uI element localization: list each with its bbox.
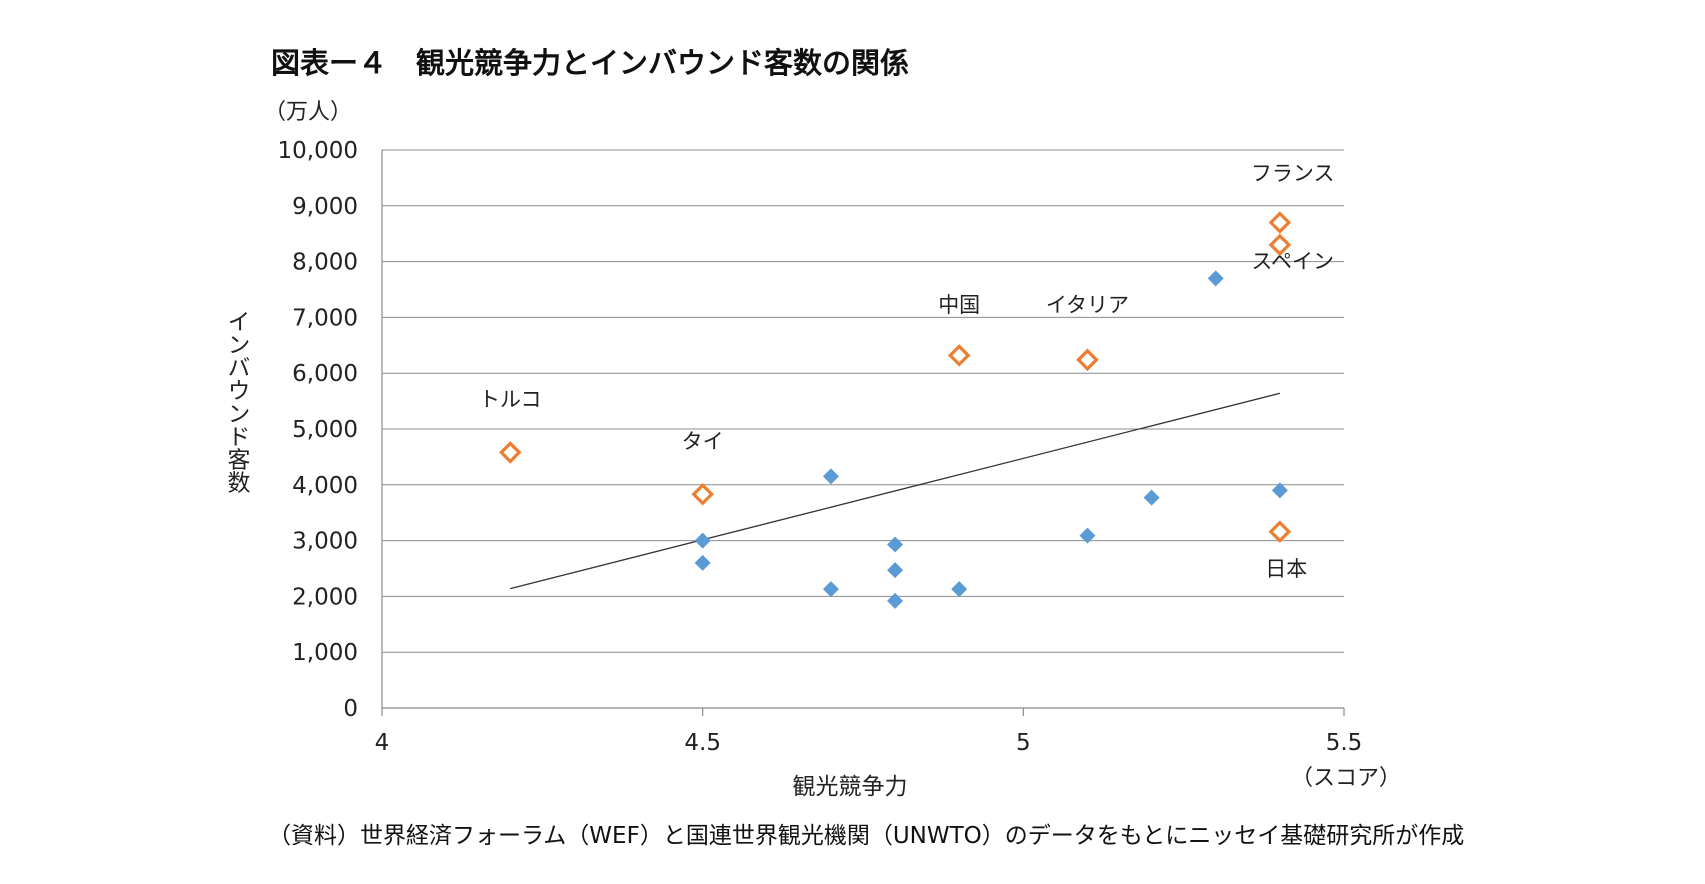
x-tick-label: 4.5 [684,730,721,756]
data-point [887,562,904,579]
country-label: 日本 [1265,557,1307,581]
highlighted-data-point [499,441,522,464]
y-tick-label: 0 [343,696,358,722]
y-tick-label: 7,000 [292,305,358,331]
country-label: 中国 [938,293,980,317]
data-point [1207,270,1224,287]
chart-title: 図表ー４ 観光競争力とインバウンド客数の関係 [271,46,909,80]
y-tick-label: 2,000 [292,584,358,610]
y-tick-label: 10,000 [278,138,358,164]
source-note: （資料）世界経済フォーラム（WEF）と国連世界観光機関（UNWTO）のデータをも… [268,823,1464,849]
data-point [1143,489,1160,506]
highlighted-data-point [1268,211,1292,234]
y-tick-label: 6,000 [292,361,358,387]
y-tick-label: 4,000 [292,473,358,499]
highlighted-data-point [1268,233,1292,257]
country-label: トルコ [479,388,542,412]
data-point [887,592,904,609]
data-point [887,536,904,553]
data-point [951,581,968,598]
highlighted-data-point [691,483,714,506]
data-point [694,532,711,549]
grid-lines [381,149,1345,716]
y-tick-label: 5,000 [292,417,358,443]
x-axis-label: 観光競争力 [793,774,908,800]
y-tick-label: 8,000 [292,250,358,276]
y-tick-label: 3,000 [292,529,358,555]
x-tick-labels: 4 4.5 5 5.5 [375,730,1363,756]
data-points [499,211,1292,609]
country-label: イタリア [1046,293,1129,317]
highlighted-data-point [1076,348,1099,372]
x-unit-label: （スコア） [1291,766,1401,791]
trendline [510,392,1281,590]
y-axis-label: インバウンド客数 [223,309,251,493]
highlighted-data-point [1268,520,1292,543]
country-label: タイ [682,430,724,454]
x-tick-label: 5 [1016,730,1031,756]
data-point [694,554,711,571]
data-point [822,468,839,485]
y-unit-label: （万人） [264,100,352,125]
y-tick-label: 9,000 [292,194,358,220]
data-point [1079,527,1096,544]
country-label: フランス [1251,162,1335,186]
x-tick-label: 5.5 [1326,730,1363,756]
country-label: スペイン [1251,249,1334,273]
highlighted-data-point [947,344,971,367]
data-point [1271,482,1288,499]
y-tick-labels: 0 1,000 2,000 3,000 4,000 5,000 6,000 7,000 8,00… [278,138,358,722]
y-tick-label: 1,000 [292,640,358,666]
x-tick-label: 4 [375,730,390,756]
data-point [822,581,839,598]
